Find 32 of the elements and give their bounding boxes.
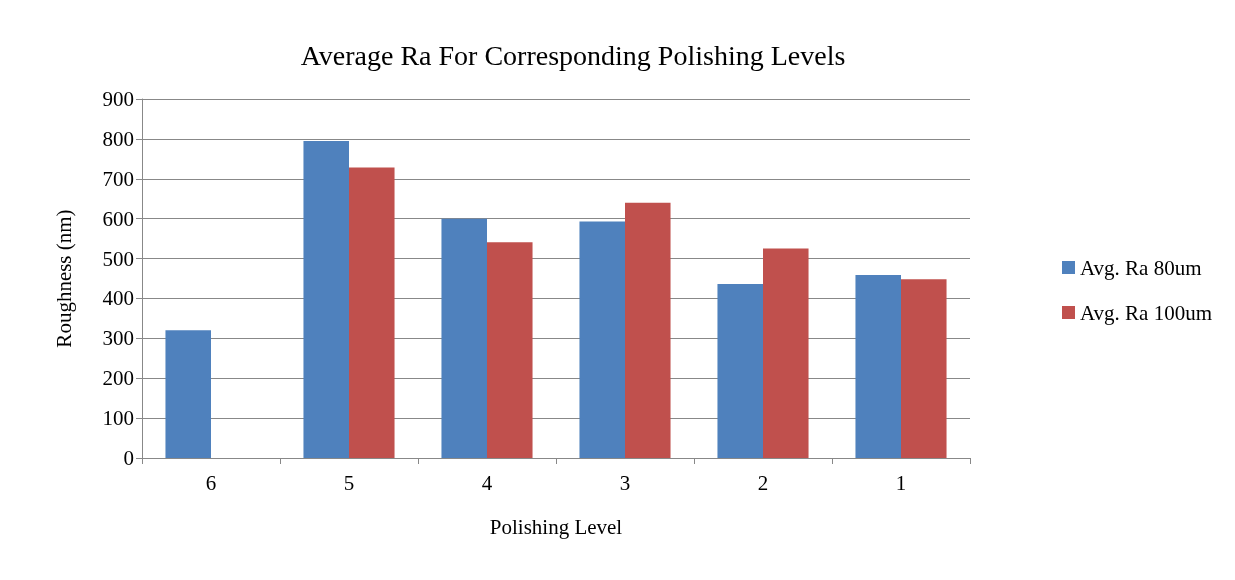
y-tick-label: 700	[102, 166, 134, 191]
bar	[349, 167, 395, 458]
bar	[625, 202, 671, 458]
y-tick-label: 100	[102, 406, 134, 431]
y-tick-label: 900	[102, 87, 134, 111]
x-tick-label: 6	[205, 470, 217, 495]
x-tick-label: 1	[895, 470, 907, 495]
bar	[901, 279, 947, 458]
y-tick-label: 500	[102, 246, 134, 271]
x-axis-title: Polishing Level	[489, 514, 623, 539]
bar	[717, 284, 763, 458]
bar	[441, 218, 487, 458]
bar	[855, 274, 901, 458]
bar	[487, 242, 533, 458]
bar	[303, 140, 349, 458]
bar	[165, 330, 211, 458]
y-tick-label: 600	[102, 206, 134, 231]
x-tick-label: 2	[757, 470, 769, 495]
bar	[763, 248, 809, 458]
x-tick-label: 5	[343, 470, 355, 495]
y-tick-label: 800	[102, 126, 134, 151]
y-tick-label: 200	[102, 366, 134, 391]
legend-label: Avg. Ra 80um	[1079, 255, 1202, 280]
legend-label: Avg. Ra 100um	[1079, 300, 1213, 325]
y-tick-label: 400	[102, 286, 134, 311]
bar	[579, 221, 625, 458]
x-tick-label: 4	[481, 470, 493, 495]
chart-title: Average Ra For Corresponding Polishing Levels	[300, 39, 846, 71]
x-tick-label: 3	[619, 470, 631, 495]
y-tick-label: 300	[102, 326, 134, 351]
y-tick-label: 0	[123, 446, 134, 470]
y-axis-title: Roughness (nm)	[51, 209, 76, 348]
